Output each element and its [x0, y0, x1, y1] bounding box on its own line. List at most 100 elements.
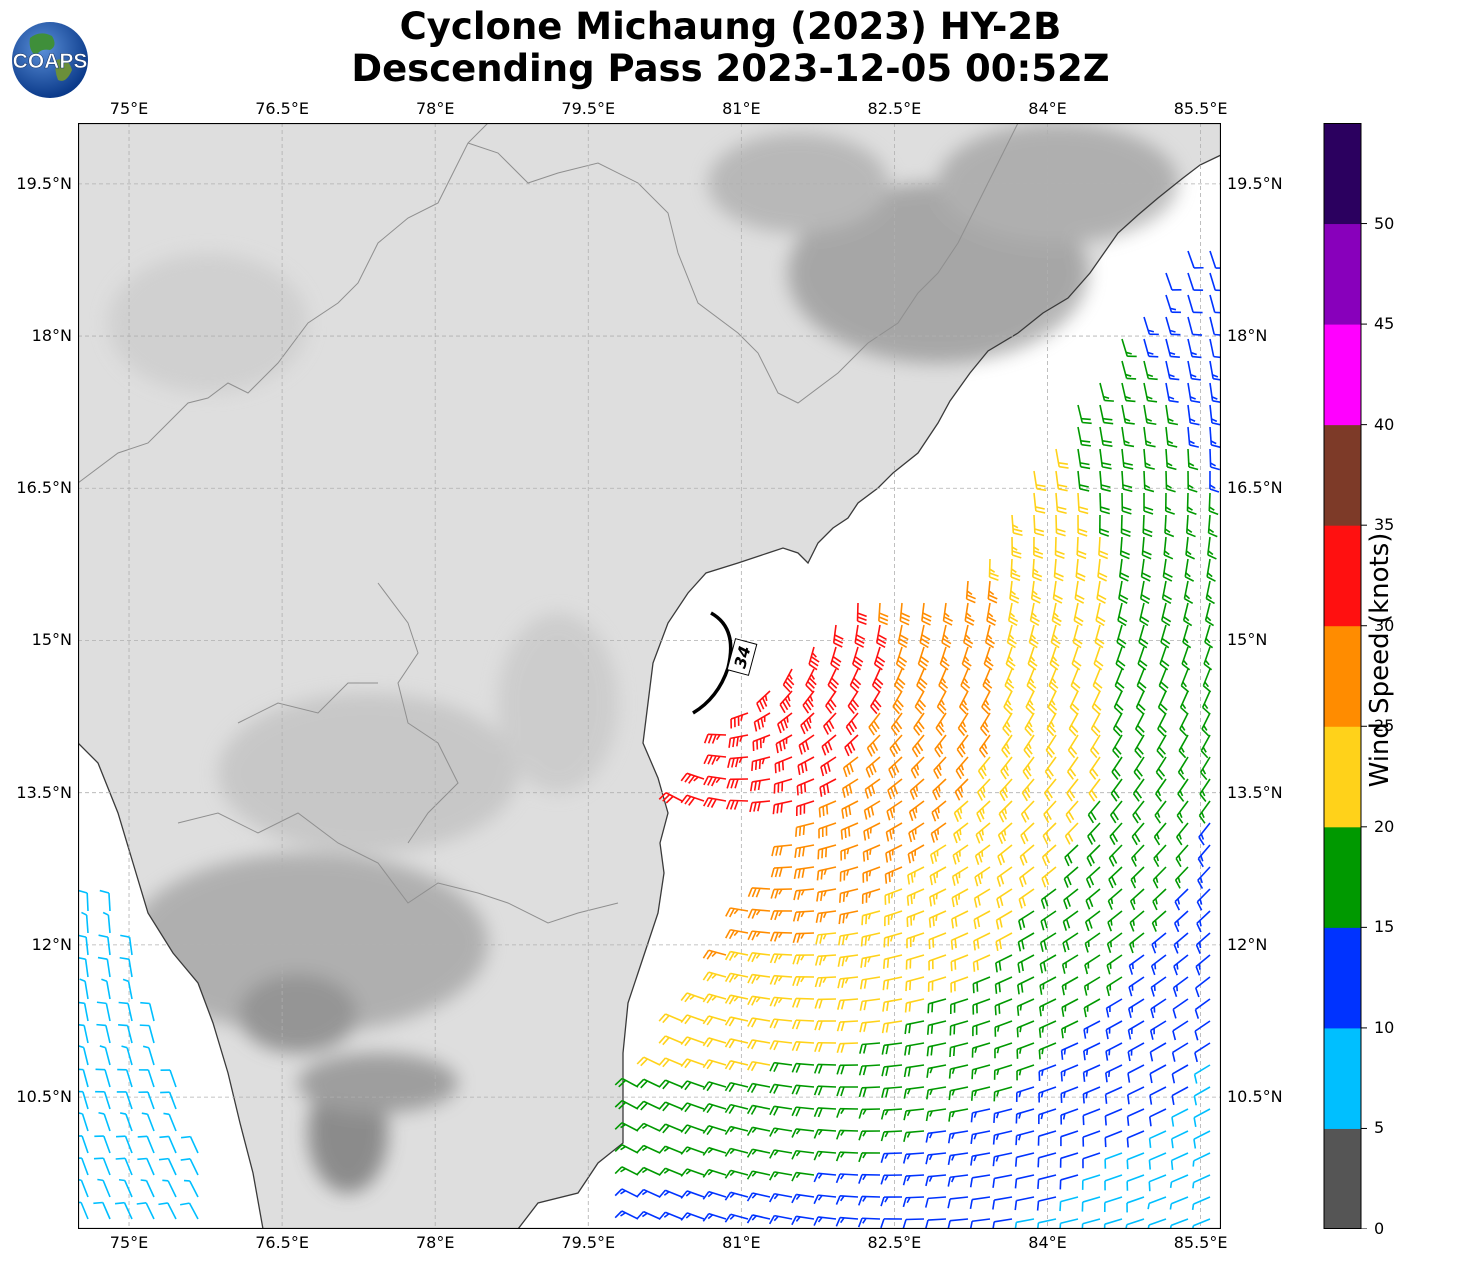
lat-tick-label: 10.5°N	[1227, 1087, 1283, 1107]
wind-barb	[724, 950, 749, 961]
wind-barb	[1165, 272, 1182, 291]
lat-tick-label: 18°N	[31, 326, 72, 346]
west-coastline	[78, 742, 264, 1229]
wind-barb	[1185, 514, 1196, 538]
wind-barb	[847, 690, 860, 715]
wind-barb	[769, 953, 793, 964]
wind-barb	[727, 756, 749, 769]
wind-barb	[947, 1152, 969, 1166]
colorbar	[1323, 123, 1367, 1229]
wind-barb	[93, 1157, 111, 1176]
wind-barb	[1107, 910, 1123, 932]
wind-barb	[98, 934, 111, 956]
wind-barb	[1207, 536, 1217, 560]
wind-barb	[1103, 1196, 1123, 1213]
wind-barb	[1126, 1152, 1145, 1170]
wind-barb	[813, 1063, 837, 1074]
wind-barb	[857, 1195, 881, 1206]
wind-barb	[997, 844, 1013, 866]
wind-barb	[882, 998, 903, 1012]
coaps-logo: COAPS	[12, 22, 88, 98]
wind-barb	[122, 978, 133, 1000]
wind-barb	[1170, 1152, 1189, 1170]
wind-barb	[1199, 778, 1211, 802]
wind-barb	[791, 1171, 815, 1182]
lon-tick-label: 76.5°E	[255, 1233, 309, 1252]
wind-barb	[881, 1042, 903, 1055]
wind-barb	[680, 1014, 705, 1025]
wind-barb	[141, 1112, 155, 1132]
wind-barb	[1036, 1196, 1057, 1211]
wind-barb	[680, 1058, 705, 1069]
lon-tick-label: 84°E	[1028, 99, 1067, 118]
wind-barb	[1108, 844, 1123, 867]
wind-barb	[746, 1192, 771, 1202]
wind-barb	[1129, 888, 1145, 911]
wind-barb	[821, 734, 837, 756]
wind-barb	[703, 754, 727, 765]
wind-barb	[1028, 624, 1039, 649]
wind-barb	[1099, 382, 1114, 402]
wind-barb	[948, 1108, 969, 1122]
wind-barb	[1104, 1152, 1123, 1169]
wind-barb	[1173, 932, 1189, 954]
wind-barb	[636, 1166, 661, 1176]
wind-barb	[1128, 954, 1145, 975]
wind-barb	[840, 844, 859, 861]
wind-barb	[908, 800, 925, 822]
wind-barb	[115, 1157, 133, 1176]
wind-barb	[904, 998, 925, 1013]
wind-barb	[1039, 932, 1057, 952]
wind-barb	[951, 888, 969, 908]
wind-barb	[775, 734, 793, 754]
colorbar-label: Wind Speed (knots)	[1365, 532, 1395, 788]
wind-barb	[1002, 712, 1013, 737]
wind-barb	[1063, 888, 1079, 910]
wind-barb	[1088, 778, 1101, 802]
wind-barb	[95, 1090, 111, 1110]
wind-barb	[680, 1212, 705, 1221]
wind-barb	[986, 602, 997, 626]
wind-barb	[1126, 1130, 1145, 1148]
wind-barb	[965, 580, 976, 604]
wind-barb	[861, 910, 881, 926]
wind-barb	[837, 998, 859, 1010]
wind-barb	[814, 954, 837, 966]
wind-barb	[1038, 1042, 1057, 1060]
wind-barb	[1126, 1086, 1145, 1105]
wind-barb	[970, 1130, 991, 1145]
wind-barb	[680, 1190, 705, 1199]
wind-barb	[1108, 866, 1123, 889]
wind-barb	[1017, 976, 1035, 995]
wind-barb	[1126, 1174, 1145, 1191]
wind-barb	[883, 932, 903, 948]
wind-barb	[880, 1174, 903, 1185]
wind-barb	[1109, 822, 1123, 846]
coastline	[517, 154, 1221, 1229]
wind-barb	[925, 1108, 947, 1122]
wind-barb	[814, 976, 837, 988]
wind-barb	[1139, 580, 1151, 604]
wind-barb	[680, 1168, 705, 1177]
wind-barb	[791, 1215, 815, 1226]
wind-barb	[1160, 624, 1171, 649]
wind-barb	[858, 1130, 881, 1141]
wind-barb	[139, 1024, 155, 1044]
wind-barb	[1172, 1020, 1189, 1041]
wind-barb	[1121, 360, 1137, 380]
wind-barb	[614, 1188, 639, 1198]
wind-barb	[914, 690, 927, 715]
wind-barb	[837, 932, 859, 946]
wind-barb	[1097, 558, 1108, 582]
wind-barb	[751, 756, 771, 771]
wind-barb	[1076, 536, 1087, 560]
wind-barb	[973, 910, 991, 930]
wind-barb	[1087, 800, 1101, 824]
wind-barb	[159, 1135, 177, 1154]
wind-barb	[117, 1068, 133, 1088]
wind-barb	[960, 668, 971, 693]
wind-barb	[947, 1196, 969, 1209]
wind-barb	[1066, 778, 1079, 802]
wind-barb	[1077, 426, 1091, 447]
wind-barb	[1067, 756, 1079, 780]
